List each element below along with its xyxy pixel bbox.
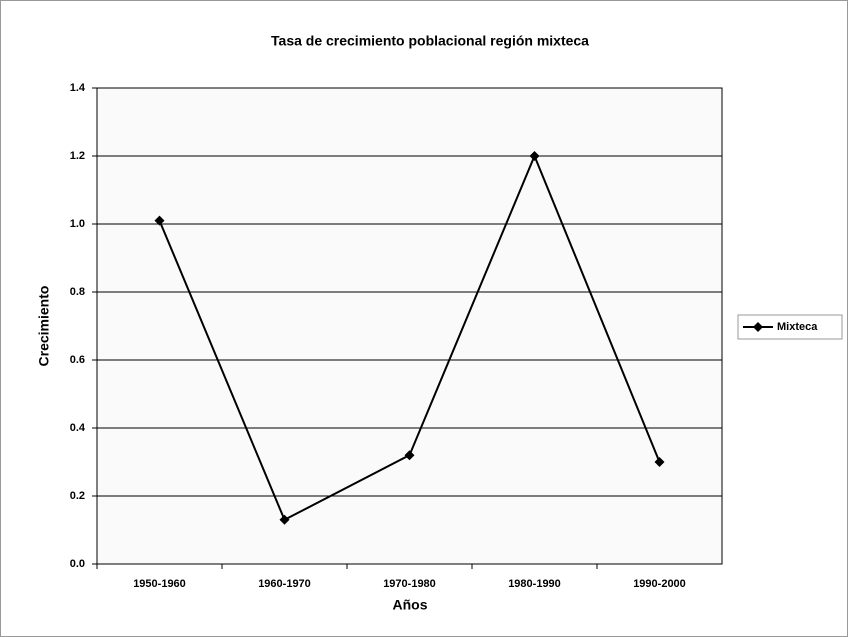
marker <box>529 151 540 161</box>
x-tick-label: 1950-1960 <box>133 578 186 590</box>
marker <box>404 450 415 461</box>
x-axis-label: Años <box>393 597 428 613</box>
marker <box>654 457 665 467</box>
marker <box>154 215 165 226</box>
plot-area <box>97 88 722 564</box>
x-tick-label: 1970-1980 <box>383 578 436 590</box>
chart-title: Tasa de crecimiento poblacional región m… <box>271 33 589 49</box>
y-tick-label: 0.6 <box>70 354 85 366</box>
x-tick-label: 1990-2000 <box>633 578 686 590</box>
y-tick-label: 1.0 <box>70 218 85 230</box>
y-tick-label: 0.8 <box>70 286 85 298</box>
x-tick-label: 1980-1990 <box>508 578 561 590</box>
y-tick-label: 0.0 <box>70 558 85 570</box>
y-tick-label: 0.4 <box>70 422 86 434</box>
x-tick-label: 1960-1970 <box>258 578 311 590</box>
marker <box>279 514 290 525</box>
y-tick-label: 0.2 <box>70 490 85 502</box>
y-axis-label: Crecimiento <box>36 286 52 367</box>
plot-border <box>96 87 723 565</box>
legend-label: Mixteca <box>777 321 818 333</box>
legend-marker <box>753 322 763 332</box>
y-tick-label: 1.2 <box>70 150 85 162</box>
y-tick-label: 1.4 <box>70 82 86 94</box>
